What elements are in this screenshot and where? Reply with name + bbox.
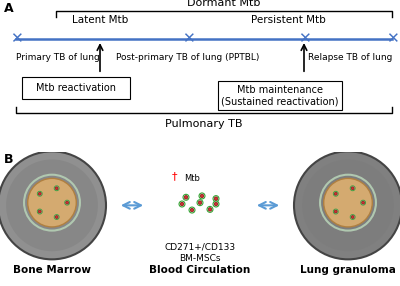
Text: Dormant Mtb: Dormant Mtb	[187, 0, 261, 8]
Ellipse shape	[294, 151, 400, 259]
Ellipse shape	[208, 208, 212, 211]
Text: Primary TB of lung: Primary TB of lung	[16, 53, 100, 61]
Ellipse shape	[184, 196, 188, 199]
Ellipse shape	[189, 207, 195, 213]
Ellipse shape	[28, 178, 76, 227]
Text: Persistent Mtb: Persistent Mtb	[251, 15, 325, 25]
Text: Pulmonary TB: Pulmonary TB	[165, 119, 243, 129]
Ellipse shape	[190, 208, 194, 212]
Ellipse shape	[54, 186, 59, 191]
Ellipse shape	[200, 194, 204, 198]
Text: CD271+/CD133
BM-MSCs: CD271+/CD133 BM-MSCs	[164, 243, 236, 263]
Ellipse shape	[214, 197, 218, 200]
Ellipse shape	[38, 192, 41, 195]
Ellipse shape	[54, 214, 59, 219]
Ellipse shape	[179, 201, 185, 207]
Text: ✕: ✕	[386, 31, 398, 46]
Text: Mtb maintenance
(Sustained reactivation): Mtb maintenance (Sustained reactivation)	[221, 85, 339, 107]
Ellipse shape	[350, 186, 355, 191]
Ellipse shape	[351, 187, 354, 190]
Text: Bone Marrow: Bone Marrow	[13, 265, 91, 275]
Text: ✕: ✕	[10, 31, 22, 46]
FancyBboxPatch shape	[218, 81, 342, 110]
Ellipse shape	[351, 216, 354, 219]
Ellipse shape	[214, 202, 218, 206]
Ellipse shape	[0, 151, 106, 259]
Ellipse shape	[362, 201, 365, 204]
Ellipse shape	[333, 191, 338, 196]
Ellipse shape	[207, 206, 213, 212]
Ellipse shape	[37, 191, 42, 196]
Ellipse shape	[180, 202, 184, 206]
Ellipse shape	[213, 201, 219, 207]
Ellipse shape	[334, 210, 337, 213]
Text: ✕: ✕	[182, 31, 194, 46]
Ellipse shape	[38, 210, 41, 213]
FancyBboxPatch shape	[22, 77, 130, 99]
Ellipse shape	[213, 196, 219, 202]
Text: Blood Circulation: Blood Circulation	[149, 265, 251, 275]
Text: Mtb reactivation: Mtb reactivation	[36, 83, 116, 93]
Text: Latent Mtb: Latent Mtb	[72, 15, 128, 25]
Ellipse shape	[183, 194, 189, 200]
Text: Post-primary TB of lung (PPTBL): Post-primary TB of lung (PPTBL)	[116, 53, 260, 61]
Text: Relapse TB of lung: Relapse TB of lung	[308, 53, 392, 61]
Text: ✕: ✕	[298, 31, 310, 46]
Ellipse shape	[334, 192, 337, 195]
Ellipse shape	[197, 200, 203, 206]
Ellipse shape	[199, 193, 205, 199]
Text: Lung granuloma: Lung granuloma	[300, 265, 396, 275]
Text: Mtb: Mtb	[184, 174, 200, 183]
Ellipse shape	[55, 216, 58, 219]
Ellipse shape	[55, 187, 58, 190]
Text: A: A	[4, 1, 14, 15]
Ellipse shape	[37, 209, 42, 214]
Ellipse shape	[324, 178, 372, 227]
Ellipse shape	[361, 200, 366, 205]
Ellipse shape	[66, 201, 69, 204]
Ellipse shape	[302, 160, 394, 251]
Ellipse shape	[65, 200, 70, 205]
Ellipse shape	[333, 209, 338, 214]
Text: B: B	[4, 153, 14, 166]
Text: †: †	[171, 171, 177, 181]
Ellipse shape	[6, 160, 98, 251]
Ellipse shape	[198, 201, 202, 204]
Ellipse shape	[350, 214, 355, 219]
